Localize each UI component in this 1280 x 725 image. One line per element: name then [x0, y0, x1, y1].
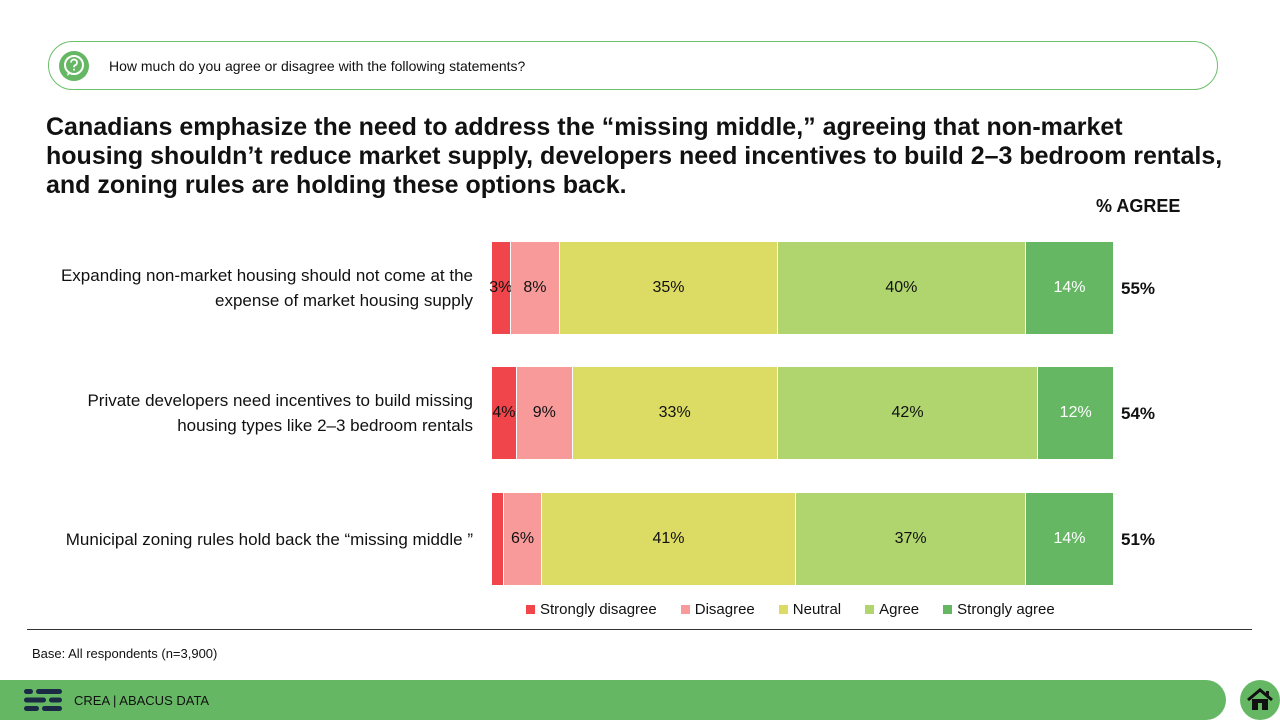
agree-total: 51% [1121, 530, 1156, 549]
footer-brand: CREA | ABACUS DATA [74, 693, 210, 708]
question-icon [59, 51, 89, 81]
row-label-line: expense of market housing supply [215, 291, 473, 310]
divider [27, 629, 1252, 630]
data-label: 3% [489, 279, 513, 296]
bar-segment-agree: 40% [777, 242, 1027, 334]
row-label: Municipal zoning rules hold back the “mi… [40, 527, 473, 552]
legend-label: Disagree [694, 601, 755, 618]
data-label: 37% [894, 530, 927, 547]
agree-total: 54% [1121, 404, 1156, 423]
bar-row: 3% 8% 35% 40% 14% [489, 242, 1113, 334]
agree-total: 55% [1121, 279, 1156, 298]
question-banner: How much do you agree or disagree with t… [48, 41, 1218, 90]
bar-segment-neutral: 41% [541, 493, 797, 585]
bar-segment-agree: 37% [796, 493, 1027, 585]
legend-swatch [526, 605, 535, 614]
home-button[interactable] [1240, 680, 1280, 720]
data-label: 12% [1059, 404, 1092, 421]
row-label-line: Private developers need incentives to bu… [87, 391, 473, 410]
data-label: 6% [510, 530, 535, 547]
row-label-line: Expanding non-market housing should not … [60, 266, 473, 285]
legend-label: Neutral [792, 601, 842, 618]
row-label: Private developers need incentives to bu… [40, 388, 473, 438]
data-label: 4% [492, 404, 516, 421]
footer-bar: CREA | ABACUS DATA [0, 680, 1226, 720]
bar-segment-disagree: 8% [510, 242, 561, 334]
data-label: 8% [523, 279, 547, 296]
legend-item-strongly-agree: Strongly agree [943, 601, 1055, 618]
bar-segment-neutral: 33% [572, 367, 778, 459]
legend-label: Agree [879, 601, 920, 618]
row-label-line: housing types like 2–3 bedroom rentals [177, 416, 473, 435]
data-label: 42% [891, 404, 924, 421]
legend-swatch [865, 605, 875, 614]
legend-label: Strongly agree [957, 601, 1055, 618]
data-label: 14% [1053, 530, 1086, 547]
chart-legend: Strongly disagree Disagree Neutral Agree… [526, 601, 1079, 618]
data-label: 33% [658, 404, 691, 421]
row-label-line: Municipal zoning rules hold back the “mi… [65, 529, 473, 549]
abacus-logo-icon [24, 689, 62, 711]
legend-item-disagree: Disagree [680, 601, 755, 618]
bar-segment-disagree: 6% [504, 493, 542, 585]
data-label: 35% [652, 279, 685, 296]
page-title: Canadians emphasize the need to address … [46, 113, 1223, 199]
bar-segment-strongly-disagree: 4% [492, 367, 517, 459]
question-text: How much do you agree or disagree with t… [109, 58, 526, 74]
agree-column-header: % AGREE [1096, 196, 1181, 216]
bar-segment-strongly-disagree [492, 493, 505, 585]
bar-segment-strongly-agree: 12% [1038, 367, 1113, 459]
data-label: 41% [652, 530, 685, 547]
bar-segment-disagree: 9% [516, 367, 573, 459]
legend-swatch [778, 605, 788, 614]
home-icon [1247, 688, 1273, 710]
legend-swatch [943, 605, 953, 614]
base-note: Base: All respondents (n=3,900) [32, 646, 218, 661]
bar-segment-neutral: 35% [560, 242, 778, 334]
row-label: Expanding non-market housing should not … [40, 263, 473, 313]
data-label: 9% [532, 404, 556, 421]
bar-segment-strongly-agree: 14% [1026, 493, 1113, 585]
bar-row: 4% 9% 33% 42% 12% [492, 367, 1113, 459]
bar-segment-strongly-disagree: 3% [489, 242, 513, 334]
legend-swatch [680, 605, 690, 614]
legend-item-strongly-disagree: Strongly disagree [526, 601, 657, 618]
bar-segment-agree: 42% [777, 367, 1039, 459]
data-label: 14% [1053, 279, 1086, 296]
legend-label: Strongly disagree [540, 601, 657, 618]
bar-row: 6% 41% 37% 14% [492, 493, 1113, 585]
legend-item-neutral: Neutral [778, 601, 842, 618]
bar-segment-strongly-agree: 14% [1026, 242, 1113, 334]
legend-item-agree: Agree [865, 601, 919, 618]
data-label: 40% [885, 279, 918, 296]
